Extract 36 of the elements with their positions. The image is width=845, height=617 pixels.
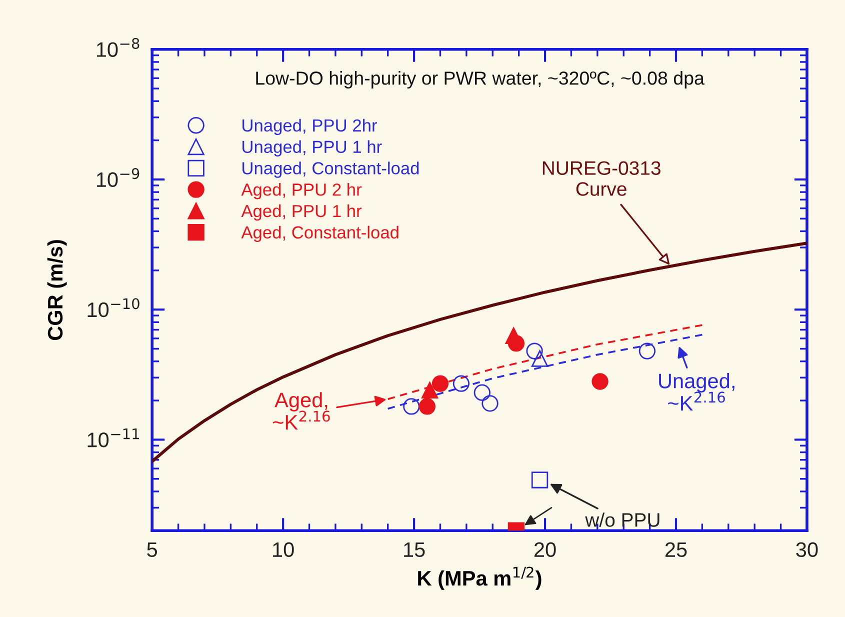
legend-label: Aged, Constant-load — [241, 226, 398, 242]
annotation: Unaged, ~K$^{2.16}$ — [659, 373, 734, 410]
point — [526, 342, 543, 360]
y-tick-label: 10$^{−10}$ — [88, 298, 140, 318]
annotation: NUREG-0313 Curve — [542, 161, 660, 196]
point — [403, 398, 420, 415]
x-axis-title: K (MPa m$^{1/2}$) — [418, 566, 542, 590]
legend-label: Unaged, PPU 2hr — [242, 118, 377, 136]
legend-label: Unaged, Constant-load — [242, 162, 419, 178]
point — [638, 342, 656, 360]
point — [421, 382, 438, 399]
x-tick-label: 10 — [273, 542, 294, 558]
x-tick-label: 15 — [404, 542, 425, 558]
y-axis-title: CGR (m/s) — [47, 240, 67, 340]
y-tick-label: 10$^{−11}$ — [88, 428, 139, 448]
annotation: Aged, ~K$^{2.16}$ — [272, 392, 330, 430]
legend-label: Aged, PPU 2 hr — [241, 183, 362, 200]
x-tick-label: 5 — [147, 542, 158, 558]
legend-label: Unaged, PPU 1 hr — [242, 140, 382, 156]
point — [452, 375, 470, 392]
point — [531, 472, 548, 488]
point — [474, 384, 490, 401]
point — [482, 395, 498, 412]
y-tick-label: 10$^{−9}$ — [96, 168, 140, 188]
x-tick-label: 30 — [796, 542, 818, 558]
point — [531, 350, 548, 367]
legend-label: Aged, PPU 1 hr — [241, 204, 362, 221]
x-tick-label: 20 — [534, 542, 556, 558]
y-tick-label: 10$^{−8}$ — [96, 38, 140, 57]
point — [592, 373, 608, 390]
x-tick-label: 25 — [665, 542, 687, 558]
annotation: Low-DO high-purity or PWR water, ~320ºC, ~0.08 dpa — [256, 71, 704, 88]
annotation: w/o PPU — [585, 512, 660, 527]
line-series — [152, 242, 807, 463]
point — [418, 398, 436, 415]
point — [432, 375, 449, 392]
